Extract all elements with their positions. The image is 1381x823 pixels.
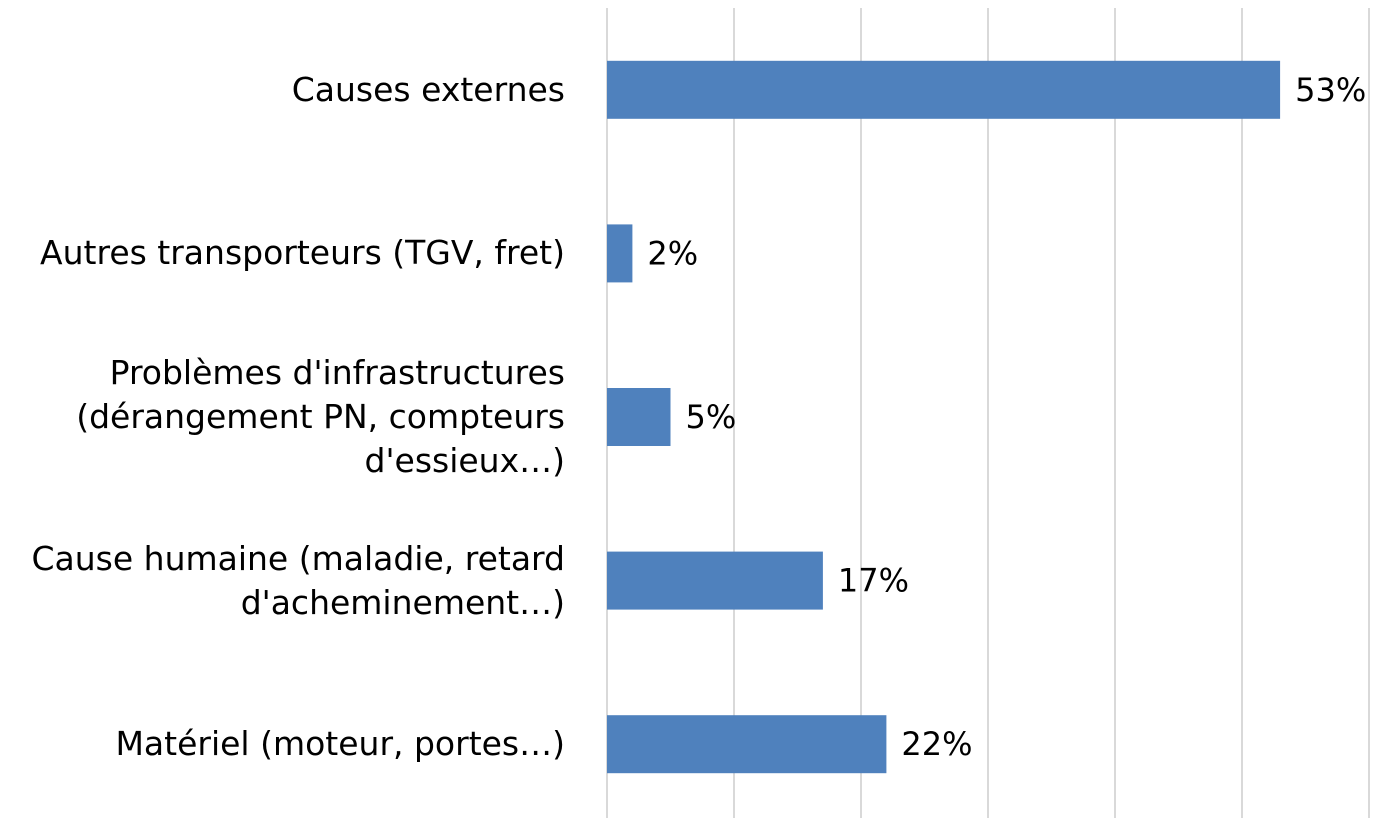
bar [607, 715, 887, 774]
bar [607, 60, 1281, 119]
data-label: 22% [901, 725, 972, 763]
y-tick-label: Problèmes d'infrastructures (dérangement… [76, 353, 565, 480]
bar [607, 224, 633, 283]
data-label: 17% [838, 562, 909, 600]
data-label: 5% [686, 398, 737, 436]
bar [607, 388, 671, 446]
data-label: 53% [1295, 71, 1366, 109]
y-tick-label: Causes externes [291, 69, 565, 109]
y-tick-label: Matériel (moteur, portes…) [115, 724, 565, 764]
data-label: 2% [647, 234, 698, 272]
y-tick-label: Autres transporteurs (TGV, fret) [40, 233, 565, 273]
bar [607, 551, 823, 610]
y-tick-label: Cause humaine (maladie, retard d'achemin… [31, 538, 565, 622]
